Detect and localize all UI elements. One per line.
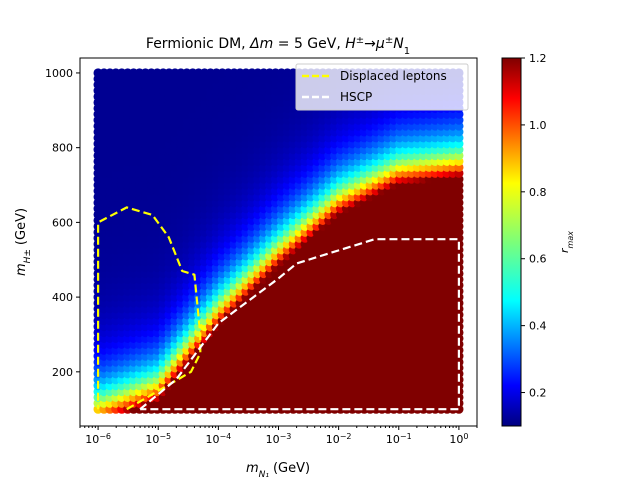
y-tick-label: 800	[52, 142, 73, 155]
x-tick-label: 10−4	[205, 432, 231, 447]
x-axis-label: mN₁ (GeV)	[246, 461, 310, 480]
legend-box	[295, 63, 469, 111]
colorbar-gradient	[501, 57, 522, 427]
legend: Displaced leptons HSCP	[295, 63, 469, 111]
x-tick-label: 10−1	[386, 432, 412, 447]
x-tick-label: 100	[449, 432, 468, 447]
colorbar-tick-label: 0.2	[529, 387, 547, 400]
x-axis-ticks: 10−6 10−5 10−4 10−3 10−2 10−1 100	[79, 426, 478, 447]
y-tick-label: 200	[52, 366, 73, 379]
x-tick-label: 10−3	[266, 432, 292, 447]
y-axis-ticks: 200 400 600 800 1000	[45, 67, 80, 379]
scan-points	[93, 68, 464, 414]
legend-label-displaced-leptons: Displaced leptons	[340, 69, 447, 83]
x-tick-label: 10−2	[326, 432, 352, 447]
colorbar-tick-label: 1.0	[529, 119, 547, 132]
colorbar-ticks: 0.2 0.4 0.6 0.8 1.0 1.2	[521, 52, 547, 400]
colorbar: 0.2 0.4 0.6 0.8 1.0 1.2 rmax	[501, 52, 575, 427]
hscp-curve	[139, 238, 460, 411]
displaced-leptons-curve	[96, 206, 202, 411]
colorbar-tick-label: 0.6	[529, 253, 547, 266]
chart-title: Fermionic DM, Δm = 5 GeV, H±→μ±N1	[146, 35, 410, 57]
colorbar-tick-label: 0.8	[529, 186, 547, 199]
y-tick-label: 1000	[45, 67, 73, 80]
plot-area	[79, 57, 478, 427]
colorbar-label: rmax	[558, 231, 575, 253]
x-tick-label: 10−5	[145, 432, 171, 447]
exclusion-curves	[96, 206, 460, 411]
colorbar-tick-label: 0.4	[529, 320, 547, 333]
colorbar-tick-label: 1.2	[529, 52, 547, 65]
y-axis-label: mH±(GeV)	[14, 208, 33, 276]
x-tick-label: 10−6	[85, 432, 111, 447]
legend-label-hscp: HSCP	[340, 90, 372, 104]
y-tick-label: 400	[52, 291, 73, 304]
y-tick-label: 600	[52, 216, 73, 229]
